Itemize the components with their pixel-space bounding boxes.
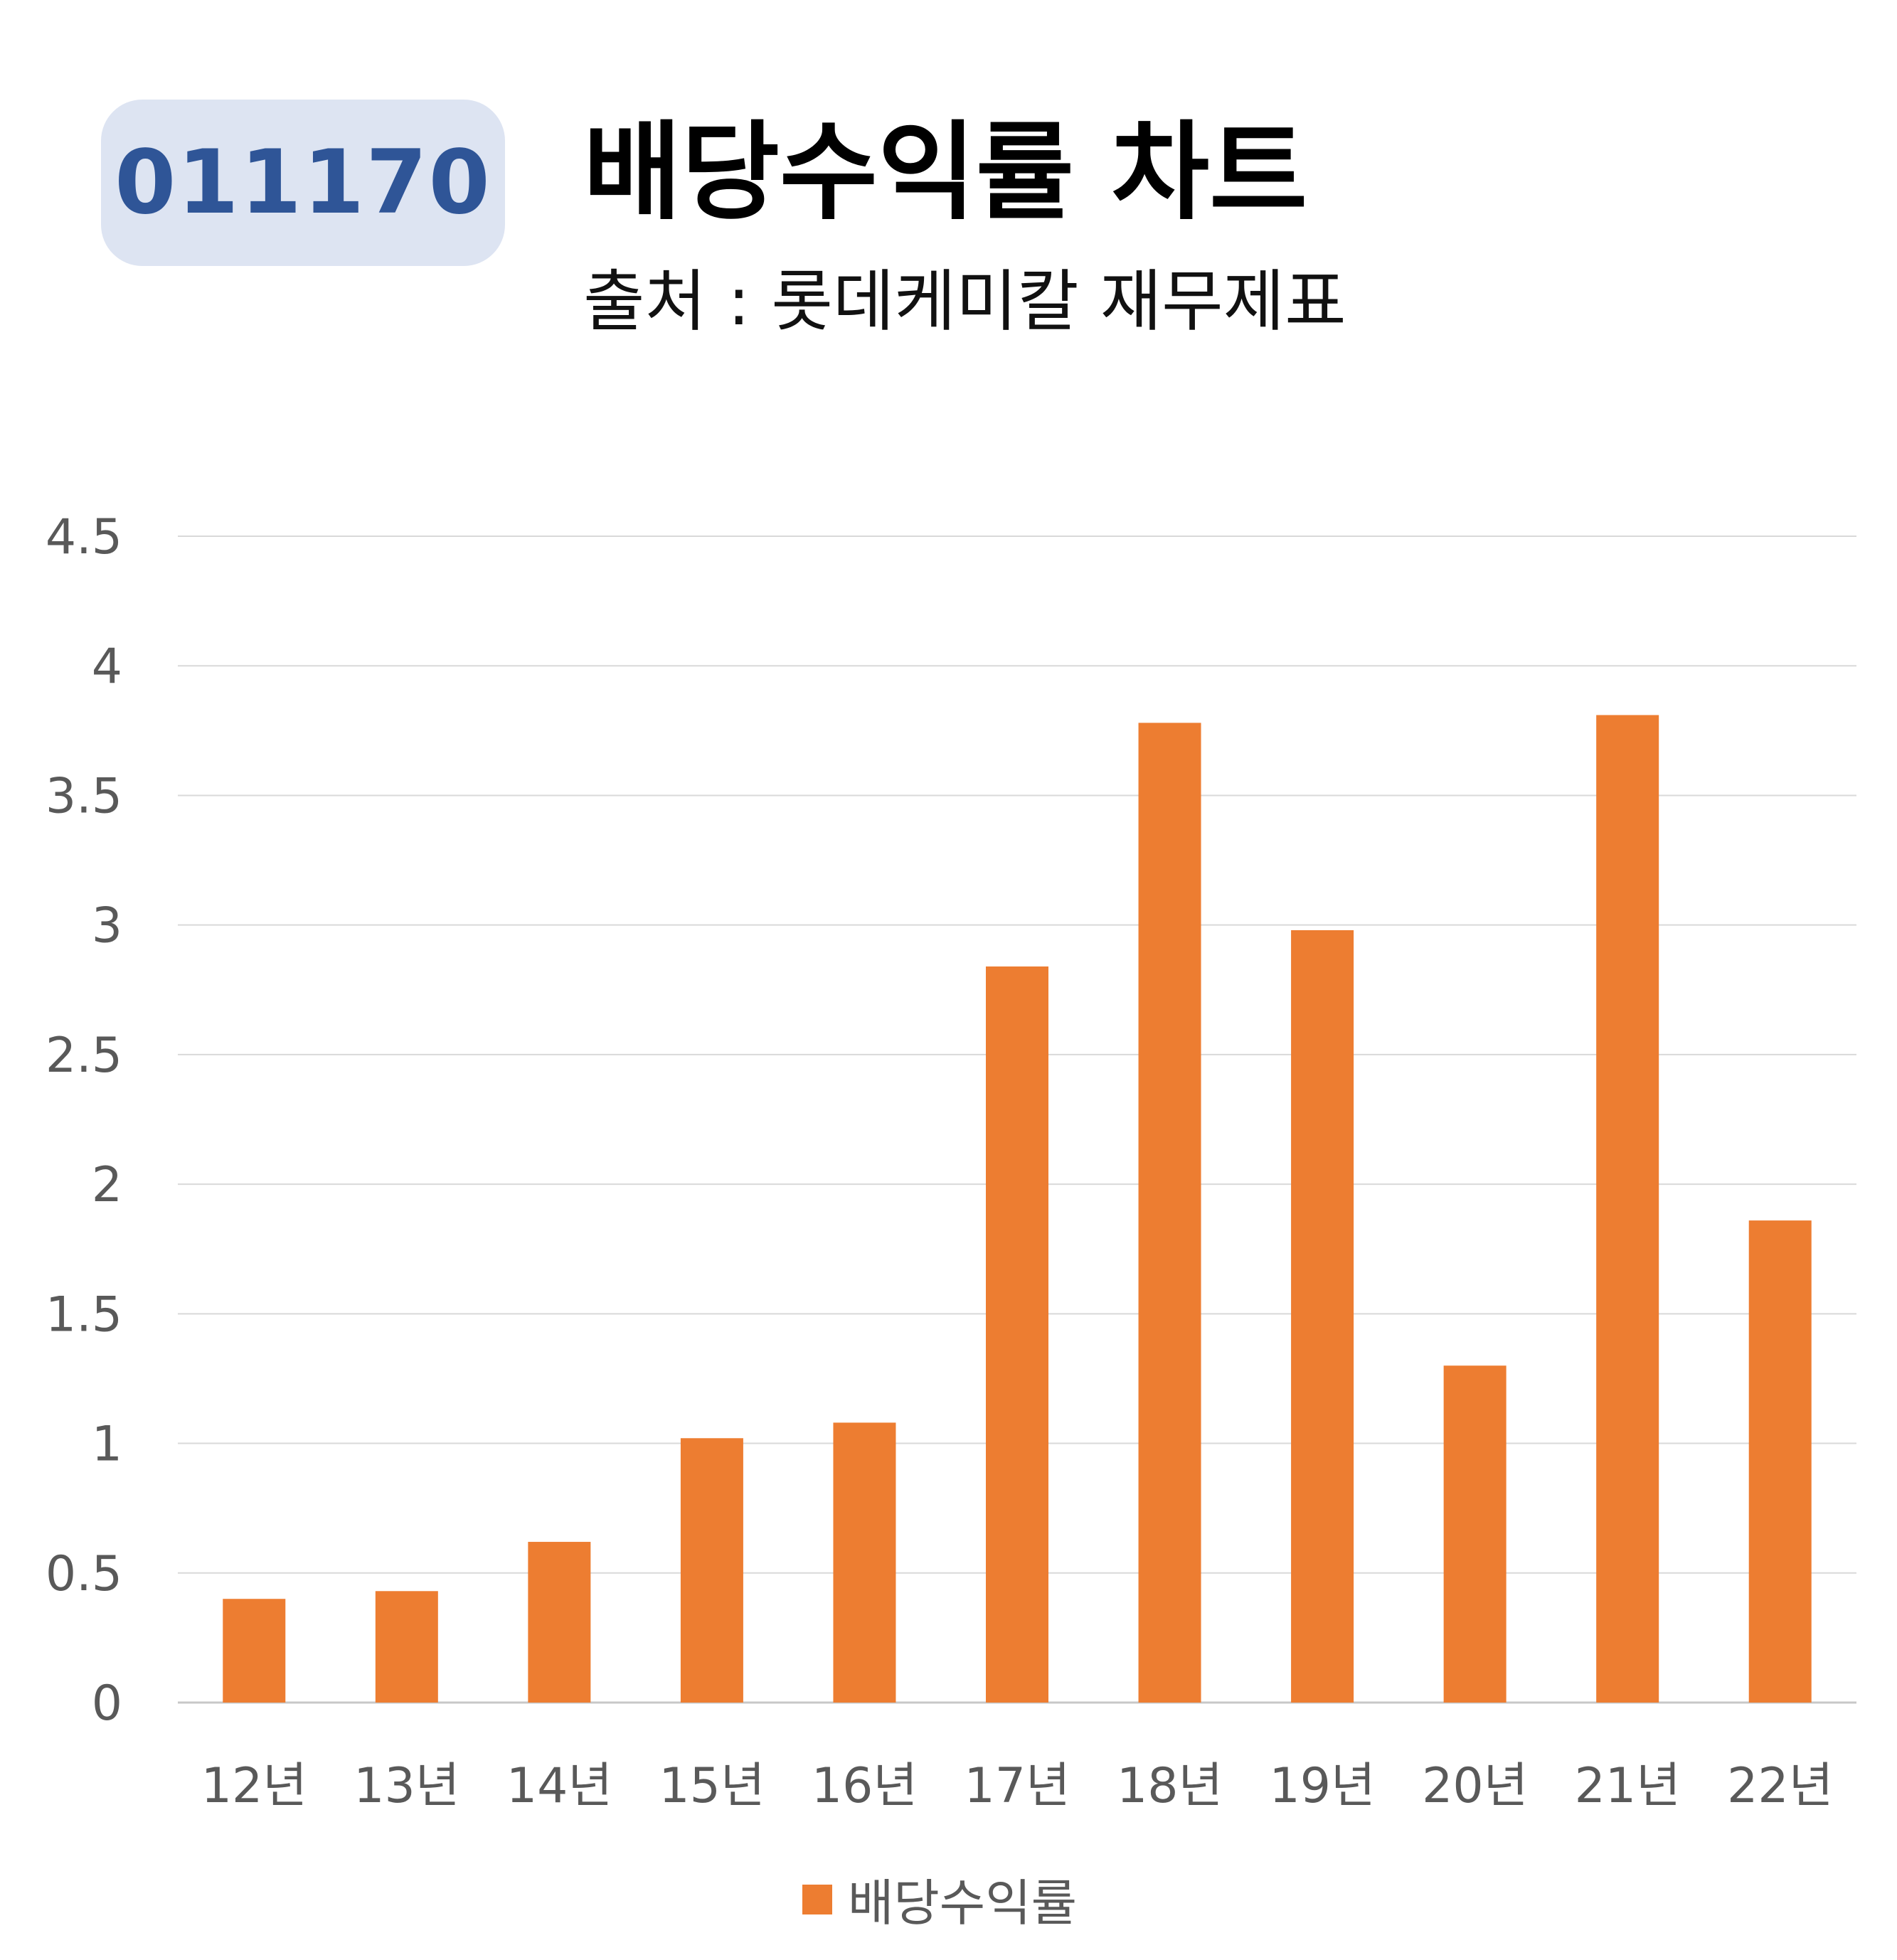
bar-17년 bbox=[986, 966, 1048, 1703]
x-tick-label: 20년 bbox=[1422, 1758, 1528, 1814]
bar-21년 bbox=[1596, 715, 1659, 1703]
x-tick-label: 14년 bbox=[506, 1758, 612, 1814]
y-tick-label: 0.5 bbox=[46, 1546, 122, 1602]
y-tick-label: 4.5 bbox=[46, 509, 122, 565]
x-axis-ticks: 12년 13년 14년 15년 16년 17년 18년 19년 20년 21년 22년 bbox=[201, 1758, 1834, 1814]
bar-19년 bbox=[1291, 930, 1354, 1703]
bar-18년 bbox=[1138, 723, 1201, 1703]
chart-subtitle: 출처 : 롯데케미칼 재무제표 bbox=[583, 263, 1346, 341]
bar-12년 bbox=[223, 1599, 286, 1703]
stock-code-badge: 011170 bbox=[101, 100, 505, 266]
y-tick-label: 1.5 bbox=[46, 1287, 122, 1343]
legend-label: 배당수익률 bbox=[848, 1874, 1077, 1932]
x-tick-label: 19년 bbox=[1270, 1758, 1376, 1814]
y-tick-label: 2 bbox=[92, 1157, 122, 1213]
x-tick-label: 21년 bbox=[1575, 1758, 1681, 1814]
x-tick-label: 16년 bbox=[812, 1758, 918, 1814]
y-axis-ticks: 0 0.5 1 1.5 2 2.5 3 3.5 4 4.5 bbox=[46, 509, 122, 1732]
bars bbox=[223, 715, 1812, 1703]
bar-22년 bbox=[1748, 1220, 1812, 1703]
bar-13년 bbox=[375, 1591, 438, 1703]
legend: 배당수익률 bbox=[802, 1863, 1077, 1935]
y-tick-label: 3.5 bbox=[46, 768, 122, 824]
x-tick-label: 15년 bbox=[659, 1758, 765, 1814]
y-tick-label: 3 bbox=[92, 898, 122, 954]
y-tick-label: 1 bbox=[92, 1417, 122, 1473]
bar-15년 bbox=[680, 1438, 743, 1703]
x-tick-label: 12년 bbox=[201, 1758, 307, 1814]
x-tick-label: 22년 bbox=[1727, 1758, 1833, 1814]
legend-swatch bbox=[802, 1884, 832, 1914]
bar-14년 bbox=[528, 1542, 591, 1703]
x-tick-label: 18년 bbox=[1117, 1758, 1223, 1814]
y-tick-label: 0 bbox=[92, 1676, 122, 1732]
y-tick-label: 4 bbox=[92, 639, 122, 695]
bar-16년 bbox=[833, 1422, 896, 1703]
bar-20년 bbox=[1443, 1365, 1507, 1703]
chart-title: 배당수익률 차트 bbox=[583, 111, 1308, 235]
y-tick-label: 2.5 bbox=[46, 1028, 122, 1084]
x-tick-label: 13년 bbox=[354, 1758, 459, 1814]
stock-code-text: 011170 bbox=[115, 132, 491, 234]
x-tick-label: 17년 bbox=[964, 1758, 1070, 1814]
